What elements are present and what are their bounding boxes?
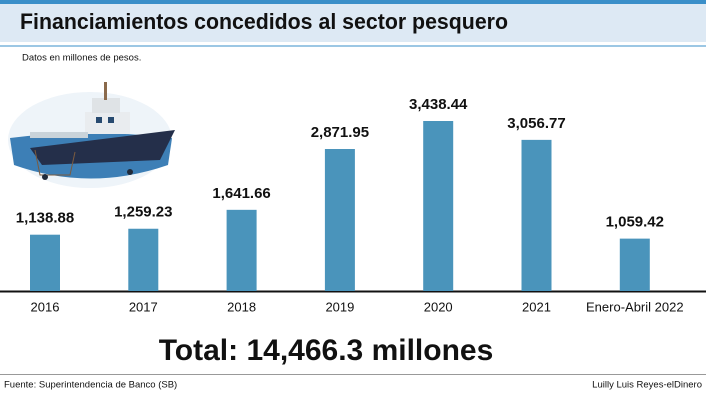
value-label: 3,056.77 (507, 115, 565, 132)
credit: Luilly Luis Reyes-elDinero (592, 380, 702, 391)
value-label: 1,641.66 (212, 185, 270, 202)
x-tick-label: 2019 (325, 299, 354, 314)
bar (423, 121, 454, 291)
x-tick-label: 2017 (129, 299, 158, 314)
value-label: 3,438.44 (409, 96, 468, 113)
title-band (0, 4, 706, 42)
bar (30, 234, 60, 291)
source: Fuente: Superintendencia de Banco (SB) (4, 380, 177, 391)
bar (619, 238, 650, 291)
bar (226, 209, 257, 291)
x-tick-label: 2018 (227, 299, 256, 314)
top-rule (0, 0, 706, 4)
x-tick-label: 2016 (31, 299, 60, 314)
bar (324, 149, 355, 291)
value-label: 1,259.23 (114, 204, 172, 221)
x-tick-label: Enero-Abril 2022 (586, 299, 684, 314)
value-label: 1,138.88 (16, 210, 74, 227)
total-annotation: Total: 14,466.3 millones (159, 334, 494, 367)
bar (521, 139, 552, 291)
boat-illustration (8, 82, 175, 188)
value-label: 1,059.42 (606, 214, 664, 231)
bar (128, 228, 159, 291)
subtitle: Datos en millones de pesos. (22, 53, 141, 64)
value-label: 2,871.95 (311, 124, 369, 141)
chart-title: Financiamientos concedidos al sector pes… (20, 9, 508, 34)
x-tick-label: 2020 (424, 299, 453, 314)
x-tick-label: 2021 (522, 299, 551, 314)
